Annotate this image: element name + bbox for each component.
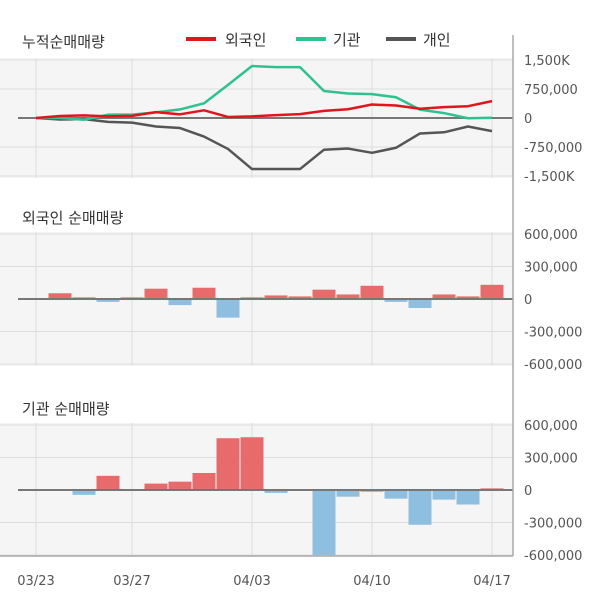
foreign-chart-title: 외국인 순매매량	[22, 209, 124, 227]
bar-04/13	[384, 299, 408, 302]
y-tick-label: 300,000	[524, 261, 578, 276]
bar-03/30	[144, 288, 168, 299]
y-tick-label: -300,000	[524, 517, 582, 532]
x-tick-label: 04/10	[353, 574, 390, 589]
y-tick-label: -600,000	[524, 549, 582, 564]
y-tick-label: -1,500K	[524, 170, 575, 185]
legend: 외국인 기관 개인	[186, 31, 451, 49]
y-tick-label: 600,000	[524, 419, 578, 434]
y-tick-label: 1,500K	[524, 54, 570, 69]
bar-04/16	[456, 490, 480, 505]
y-tick-label: -750,000	[524, 141, 582, 156]
legend-label-foreign: 외국인	[225, 31, 266, 49]
line-series-0	[35, 99, 493, 120]
institution-chart-title: 기관 순매매량	[22, 400, 110, 418]
y-tick-label: 600,000	[524, 228, 578, 243]
bar-03/31	[168, 299, 192, 306]
panel-0: 1,500K 750,000 0 -750,000 -1,500K	[0, 54, 582, 185]
bar-04/02	[216, 299, 240, 318]
bar-03/26	[96, 475, 120, 490]
legend-swatch-institution	[296, 37, 326, 41]
y-tick-label: 0	[524, 484, 532, 499]
x-tick-label: 04/17	[473, 574, 510, 589]
bar-04/08	[312, 490, 336, 555]
bar-04/17	[480, 284, 504, 299]
bar-04/15	[432, 294, 456, 299]
bar-04/16	[456, 296, 480, 299]
bar-04/14	[408, 299, 432, 308]
bar-04/01	[192, 472, 216, 490]
y-tick-label: 0	[524, 112, 532, 127]
legend-label-institution: 기관	[333, 31, 361, 49]
legend-swatch-foreign	[186, 37, 216, 41]
bar-04/13	[384, 490, 408, 499]
bar-04/06	[264, 490, 288, 493]
panel-1: 600,000 300,000 0 -300,000 -600,000	[0, 228, 582, 373]
y-tick-label: 300,000	[524, 452, 578, 467]
x-tick-label: 03/23	[17, 574, 54, 589]
bar-04/09	[336, 490, 360, 497]
y-tick-label: 750,000	[524, 83, 578, 98]
bar-04/08	[312, 289, 336, 299]
legend-swatch-individual	[386, 37, 416, 41]
y-tick-label: 0	[524, 293, 532, 308]
x-tick-label: 03/27	[113, 574, 150, 589]
legend-label-individual: 개인	[423, 31, 451, 49]
bar-03/26	[96, 299, 120, 302]
bar-04/10	[360, 285, 384, 299]
bar-03/30	[144, 483, 168, 490]
y-tick-label: -600,000	[524, 358, 582, 373]
bar-04/06	[264, 295, 288, 299]
bar-04/01	[192, 287, 216, 299]
y-tick-label: -300,000	[524, 326, 582, 341]
line-series-2	[35, 116, 493, 171]
bar-03/31	[168, 481, 192, 490]
panel-2: 600,000 300,000 0 -300,000 -600,000	[0, 419, 582, 564]
bar-04/02	[216, 438, 240, 490]
x-tick-label: 04/03	[233, 574, 270, 589]
bar-04/07	[288, 296, 312, 299]
bar-04/09	[336, 294, 360, 299]
bar-03/24	[48, 293, 72, 299]
bar-04/15	[432, 490, 456, 500]
cumulative-chart-title: 누적순매매량	[22, 33, 105, 51]
bar-03/25	[72, 490, 96, 495]
bar-04/14	[408, 490, 432, 525]
bar-04/03	[240, 437, 264, 490]
